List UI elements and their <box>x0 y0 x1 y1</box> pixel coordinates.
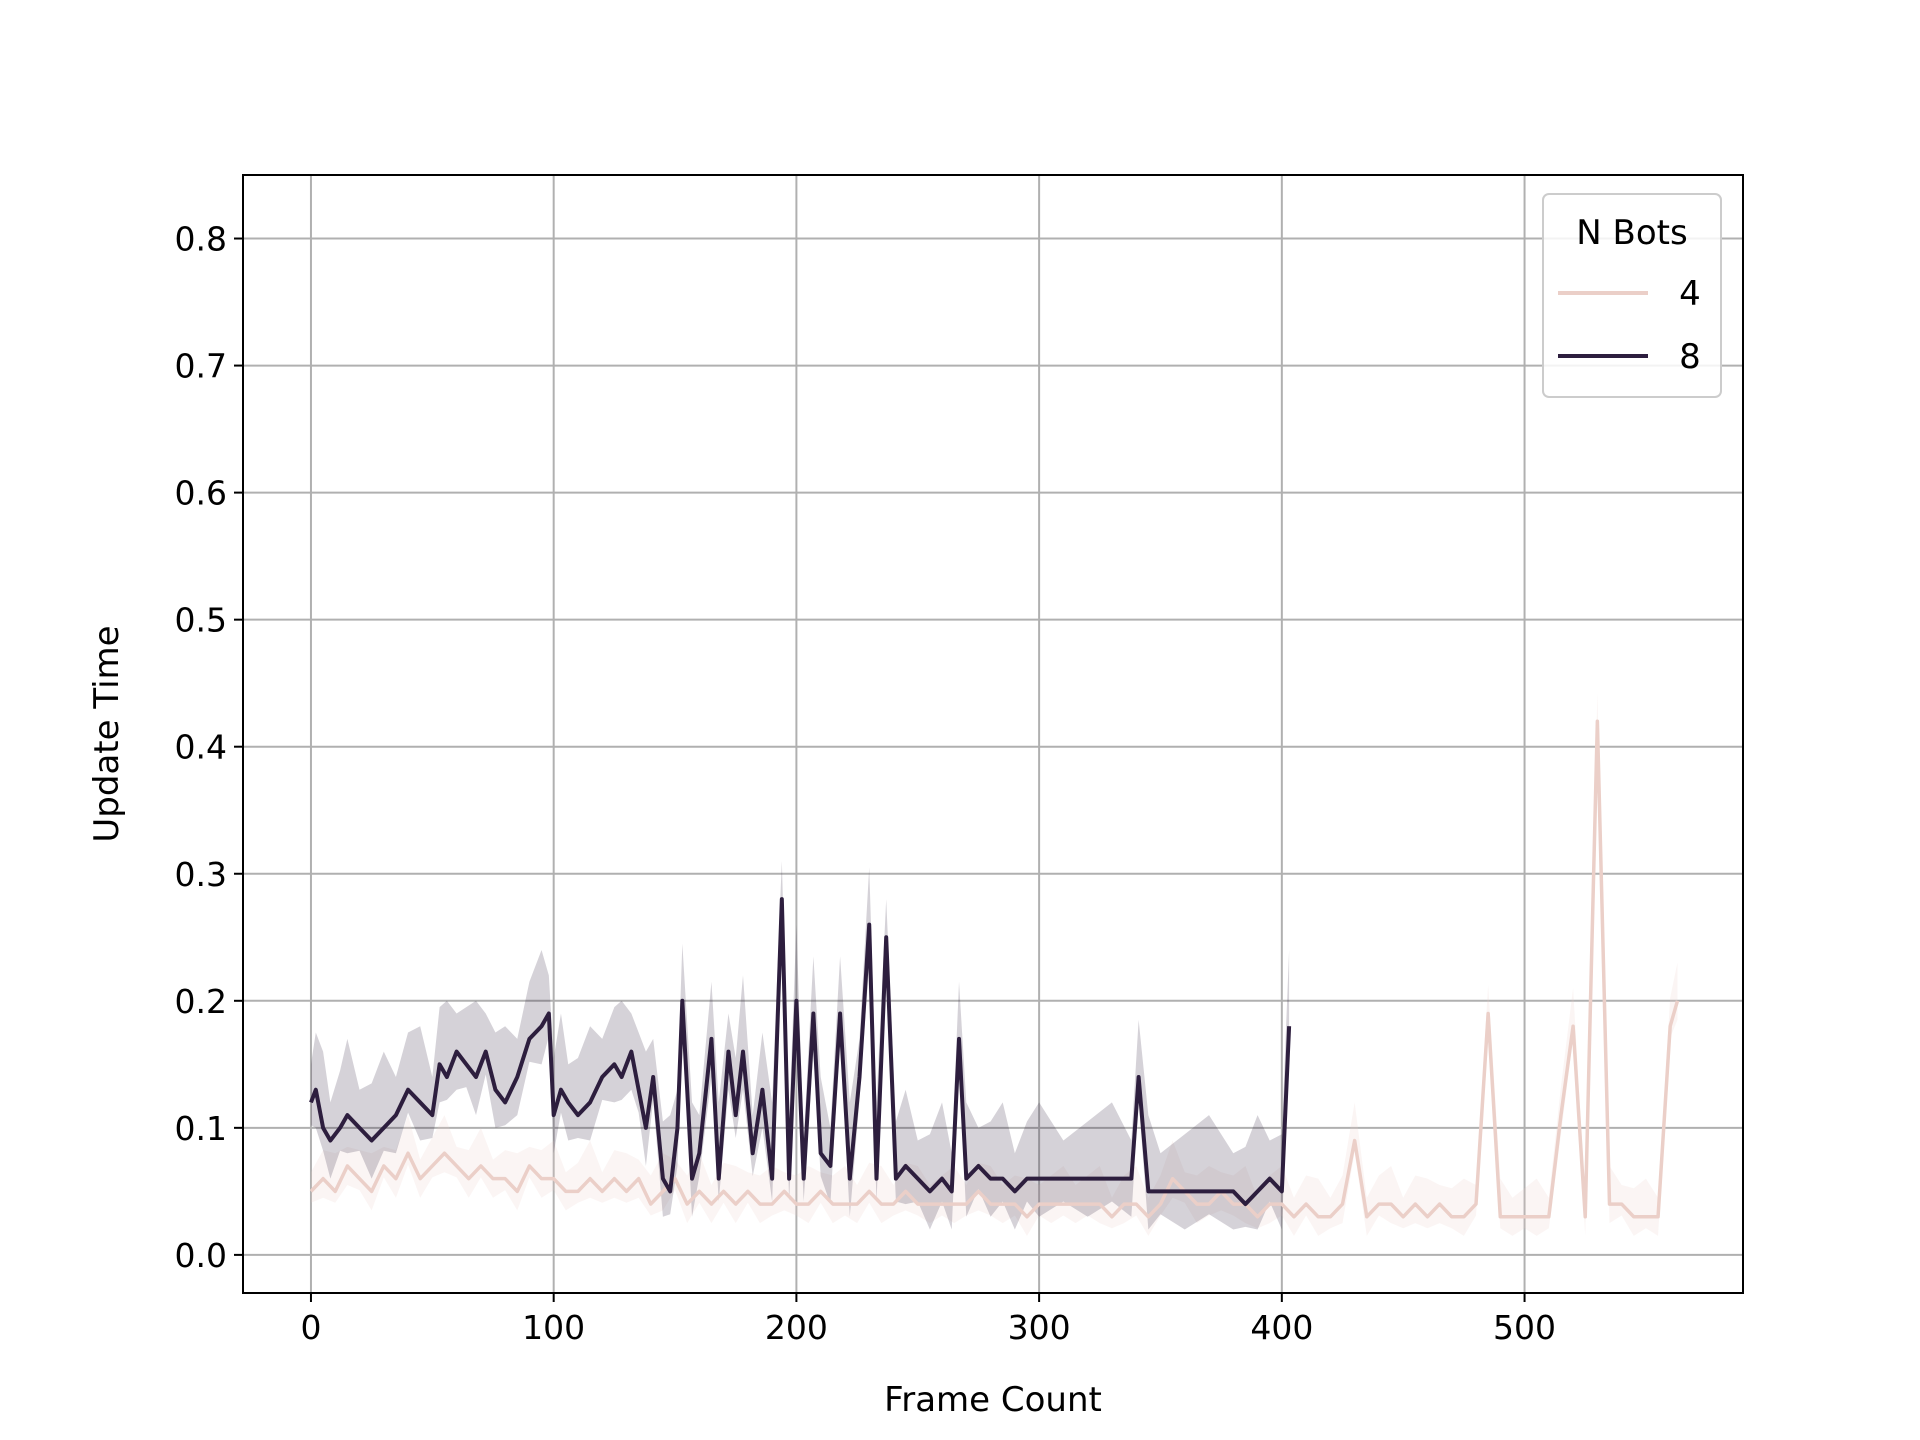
y-tick-label: 0.0 <box>175 1236 227 1275</box>
y-tick-label: 0.3 <box>175 855 227 894</box>
x-tick-label: 200 <box>765 1308 828 1347</box>
grid-lines <box>243 175 1743 1293</box>
y-tick-label: 0.4 <box>175 728 227 767</box>
x-tick-label: 500 <box>1493 1308 1556 1347</box>
y-axis-title: Update Time <box>87 625 127 842</box>
x-tick-label: 300 <box>1008 1308 1071 1347</box>
plot-frame <box>242 174 1744 1294</box>
y-tick-label: 0.2 <box>175 982 227 1021</box>
axis-ticks: 0 100 200 300 400 500 0.0 0.1 0.2 0.3 0.4 0.5 0.6 0.7… <box>175 220 1557 1347</box>
x-axis-title: Frame Count <box>884 1380 1102 1420</box>
y-tick-label: 0.1 <box>175 1109 227 1148</box>
y-tick-label: 0.8 <box>175 220 227 259</box>
series-line-8 <box>309 897 1292 1207</box>
legend-label-4: 4 <box>1679 274 1701 314</box>
legend: N Bots 4 8 <box>1542 193 1722 398</box>
series-lines <box>309 719 1680 1219</box>
legend-box <box>1542 193 1722 398</box>
legend-label-8: 8 <box>1679 337 1701 377</box>
x-tick-label: 100 <box>522 1308 585 1347</box>
y-tick-label: 0.6 <box>175 474 227 513</box>
x-tick-label: 400 <box>1250 1308 1313 1347</box>
x-tick-label: 0 <box>300 1308 321 1347</box>
y-tick-label: 0.7 <box>175 347 227 386</box>
legend-title: N Bots <box>1576 213 1687 253</box>
series-line-4 <box>309 719 1680 1219</box>
y-tick-label: 0.5 <box>175 601 227 640</box>
